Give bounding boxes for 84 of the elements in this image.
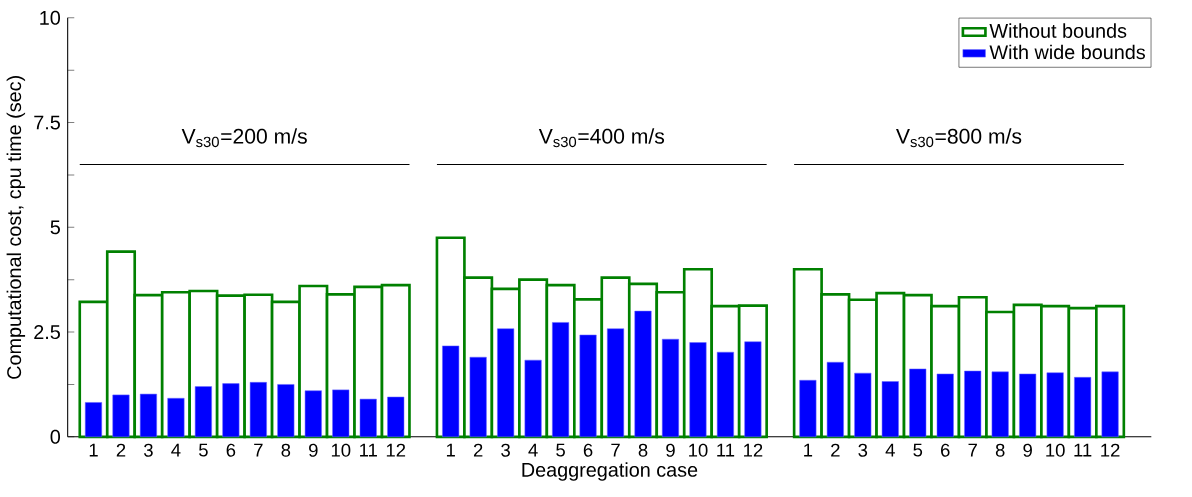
x-tick-label: 3: [144, 443, 153, 457]
x-tick-label: 9: [1023, 443, 1032, 457]
bar: [304, 390, 322, 437]
x-tick-label: 4: [528, 443, 538, 457]
bar: [826, 361, 844, 437]
bar: [387, 396, 405, 437]
annotation: V$_{s30}$=400 m/s: [538, 128, 665, 148]
x-tick-label: 2: [831, 443, 840, 457]
x-tick-label: 6: [941, 443, 950, 457]
bar: [607, 328, 625, 437]
bar: [936, 373, 954, 437]
y-axis-title: Computational cost, cpu time (sec): [6, 75, 26, 379]
x-tick-label: 12: [744, 443, 763, 457]
x-tick-label: 11: [1074, 443, 1092, 457]
bar: [799, 379, 817, 437]
bar: [469, 356, 487, 437]
x-tick-label: 9: [309, 443, 318, 457]
x-tick-label: 8: [281, 443, 291, 457]
y-tick-label: 2.5: [34, 324, 60, 339]
x-tick-label: 8: [995, 443, 1005, 457]
bar: [661, 338, 679, 437]
bar: [1074, 376, 1092, 437]
bar: [497, 328, 515, 437]
bar: [689, 342, 707, 437]
bar: [964, 370, 982, 437]
x-tick-label: 7: [968, 443, 977, 457]
x-tick-label: 4: [171, 443, 181, 457]
x-tick-label: 5: [199, 443, 208, 457]
x-tick-label: 9: [666, 443, 675, 457]
bar: [579, 334, 597, 437]
bar: [909, 368, 927, 437]
bar: [1019, 373, 1037, 437]
x-tick-label: 10: [1046, 443, 1065, 457]
bar: [1101, 371, 1119, 437]
x-tick-label: 3: [858, 443, 868, 457]
x-tick-label: 7: [254, 443, 263, 457]
bar: [249, 381, 267, 437]
y-tick-label: 0: [50, 429, 61, 444]
x-tick-label: 2: [473, 443, 483, 457]
x-tick-label: 5: [556, 443, 565, 457]
x-tick-label: 12: [386, 443, 406, 457]
y-tick-label: 5: [50, 220, 60, 235]
bar: [442, 345, 460, 437]
legend-label: With wide bounds: [989, 44, 1145, 60]
bar: [744, 341, 762, 437]
bar: [112, 394, 130, 437]
x-tick-label: 3: [501, 443, 510, 457]
legend-label: Without bounds: [989, 23, 1127, 38]
y-tick-label: 7.5: [34, 115, 60, 130]
x-tick-label: 11: [717, 443, 735, 457]
x-tick-label: 1: [89, 443, 98, 457]
bar: [991, 371, 1009, 437]
bar: [1046, 372, 1064, 437]
annotation: V$_{s30}$=200 m/s: [181, 128, 307, 148]
x-tick-label: 10: [689, 443, 708, 457]
annotation: V$_{s30}$=800 m/s: [896, 128, 1022, 148]
bar: [552, 322, 570, 437]
x-tick-label: 6: [226, 443, 236, 457]
x-axis-title: Deaggregation case: [522, 462, 698, 481]
bar: [634, 310, 652, 437]
x-tick-label: 8: [638, 443, 648, 457]
y-tick-label: 10: [40, 10, 61, 25]
x-tick-label: 10: [331, 443, 351, 457]
bar: [84, 402, 103, 437]
bar: [139, 393, 157, 437]
x-tick-label: 12: [1101, 443, 1120, 457]
bar: [716, 351, 734, 437]
bar: [167, 397, 185, 437]
x-tick-label: 7: [611, 443, 620, 457]
bar: [854, 372, 872, 437]
x-tick-label: 4: [885, 443, 895, 457]
bar: [277, 384, 295, 437]
bar: [332, 389, 350, 437]
bar: [881, 381, 899, 437]
x-tick-label: 2: [116, 443, 126, 457]
bar: [359, 398, 377, 437]
x-tick-label: 6: [583, 443, 593, 457]
x-tick-label: 5: [913, 443, 923, 457]
x-tick-label: 1: [446, 443, 455, 457]
bar: [524, 359, 542, 437]
x-tick-label: 1: [804, 443, 813, 457]
bar: [222, 383, 240, 437]
bar: [194, 386, 212, 437]
x-tick-label: 11: [360, 443, 377, 457]
